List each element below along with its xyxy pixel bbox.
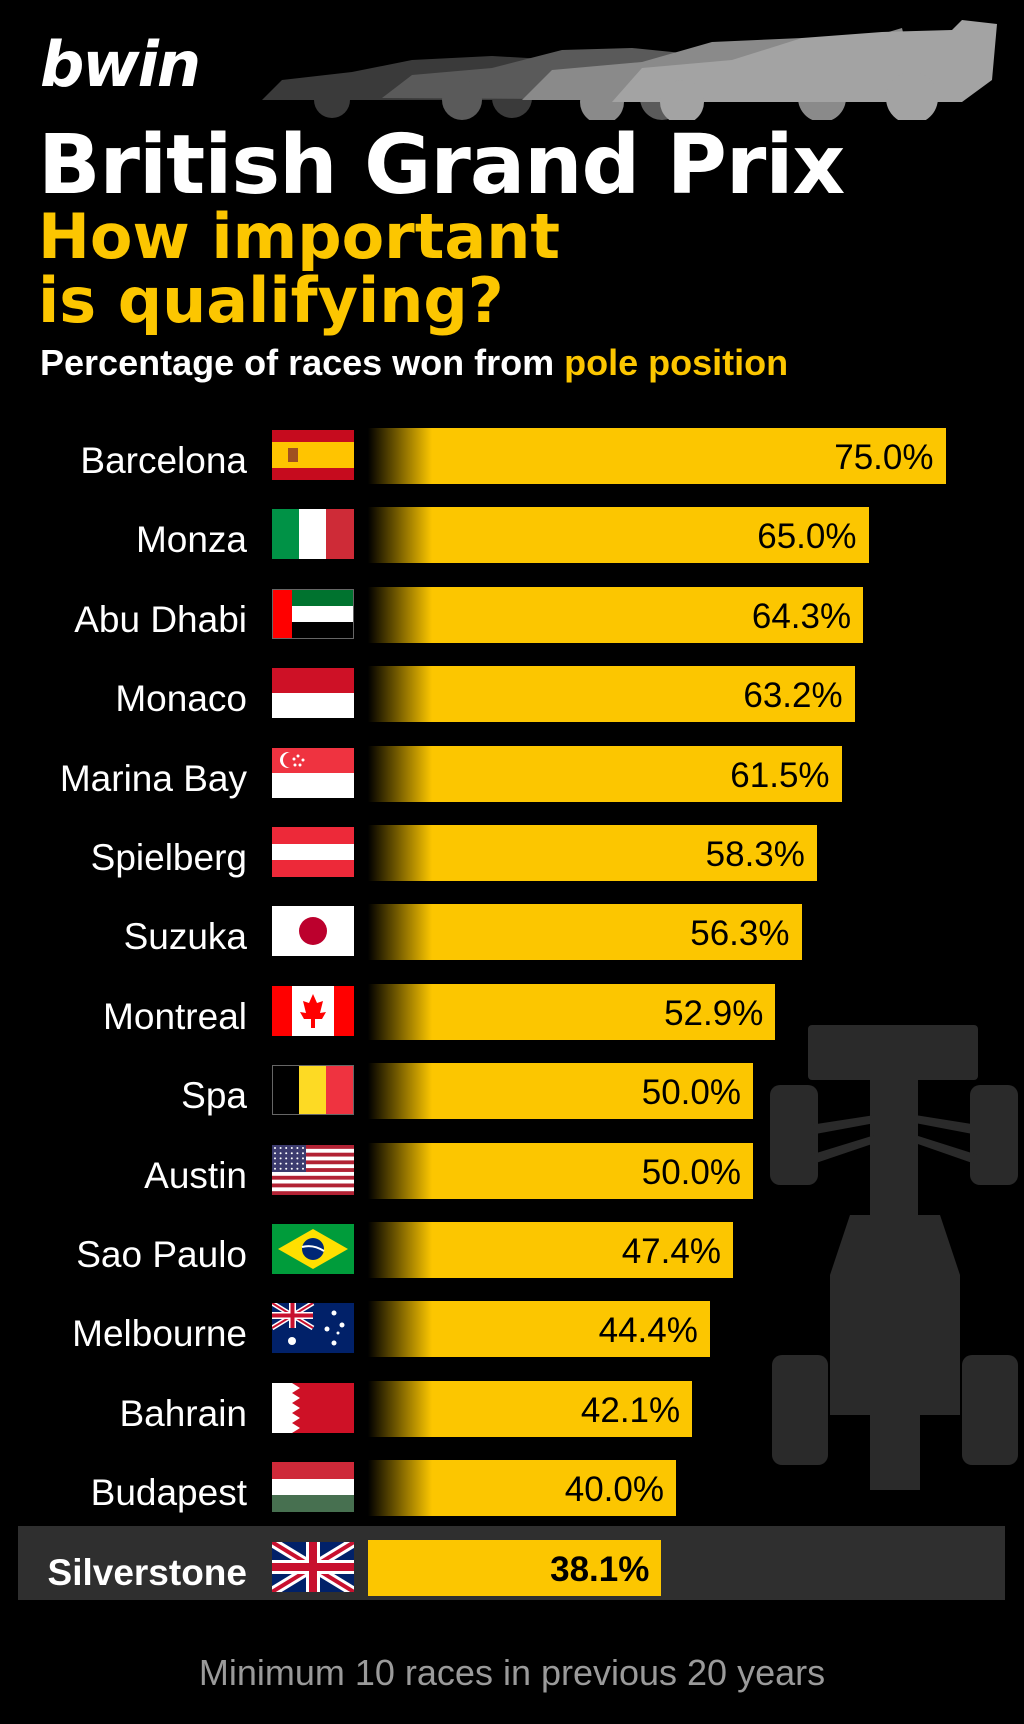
category-label: Bahrain [119, 1392, 247, 1434]
race-car-topdown-silhouette-icon [770, 1025, 1018, 1490]
bar-value-label: 65.0% [757, 517, 857, 557]
uk-flag-icon [272, 1541, 354, 1592]
monaco-flag-icon [272, 668, 354, 719]
bar: 58.3% [368, 825, 817, 881]
bar: 50.0% [368, 1142, 753, 1199]
austria-flag-icon [272, 827, 354, 877]
category-label: Abu Dhabi [74, 598, 247, 640]
category-label: Barcelona [80, 440, 247, 481]
bar-value-label: 75.0% [834, 438, 934, 477]
bar-value-label: 50.0% [641, 1152, 741, 1192]
bar: 38.1% [368, 1539, 662, 1596]
bar-row: Spa 50.0% [0, 1055, 1024, 1135]
bar-row: Bahrain 42.1% [0, 1373, 1024, 1453]
bar-value-label: 64.3% [751, 596, 852, 636]
bar-value-label: 42.1% [580, 1390, 681, 1430]
category-label: Silverstone [47, 1551, 247, 1593]
pole-position-bar-chart: Barcelona 75.0% Monza 65.0% Abu Dhabi 64.3% Mo… [0, 420, 1024, 1600]
bar: 64.3% [368, 586, 864, 643]
bar: 61.5% [368, 745, 842, 802]
bar-row: Montreal 52.9% [0, 976, 1024, 1056]
belgium-flag-icon [272, 1065, 354, 1116]
category-label: Montreal [103, 995, 247, 1037]
category-label: Melbourne [72, 1313, 247, 1355]
bar: 63.2% [368, 666, 855, 723]
bar-value-label: 47.4% [621, 1232, 721, 1271]
bar-value-label: 56.3% [690, 914, 790, 954]
category-label: Sao Paulo [76, 1234, 247, 1275]
bwin-logo: bwin [40, 28, 201, 101]
bar-row: Monza 65.0% [0, 499, 1024, 579]
caption-prefix: Percentage of races won from [40, 342, 565, 383]
footnote: Minimum 10 races in previous 20 years [198, 1652, 826, 1693]
canada-flag-icon [272, 985, 354, 1036]
bar-row: Marina Bay 61.5% [0, 738, 1024, 818]
bar-row: Spielberg 58.3% [0, 817, 1024, 897]
category-label: Monaco [115, 678, 247, 720]
bar-row: Suzuka 56.3% [0, 896, 1024, 976]
bar-row: Melbourne 44.4% [0, 1293, 1024, 1373]
italy-flag-icon [272, 509, 354, 560]
brazil-flag-icon [272, 1224, 354, 1274]
bar-value-label: 44.4% [598, 1311, 698, 1351]
caption-highlight: pole position [564, 342, 789, 383]
bar-value-label: 63.2% [743, 676, 843, 716]
japan-flag-icon [272, 906, 354, 957]
category-label: Suzuka [123, 916, 247, 958]
category-label: Marina Bay [59, 757, 247, 799]
usa-flag-icon [272, 1144, 354, 1195]
bar: 52.9% [368, 983, 776, 1040]
bar-row: Austin 50.0% [0, 1135, 1024, 1215]
bar: 56.3% [368, 904, 802, 961]
bar-row: Barcelona 75.0% [0, 420, 1024, 500]
bahrain-flag-icon [272, 1382, 354, 1433]
bar-row: Sao Paulo 47.4% [0, 1214, 1024, 1294]
bar: 75.0% [368, 428, 946, 484]
bar: 65.0% [368, 507, 869, 564]
bar-row: Budapest 40.0% [0, 1452, 1024, 1532]
bar: 44.4% [368, 1301, 710, 1358]
bar-value-label: 61.5% [730, 755, 830, 795]
page-title: British Grand Prix [38, 118, 845, 213]
hungary-flag-icon [272, 1462, 354, 1513]
chart-caption: Percentage of races won from pole positi… [40, 342, 788, 384]
bar-value-label: 52.9% [664, 993, 764, 1033]
category-label: Austin [144, 1154, 247, 1196]
bar-value-label: 40.0% [564, 1470, 664, 1510]
category-label: Spa [181, 1075, 247, 1117]
bar-value-label: 38.1% [550, 1549, 650, 1589]
page-subtitle: How important is qualifying? [38, 205, 560, 333]
bar: 47.4% [368, 1222, 733, 1278]
subtitle-line-2: is qualifying? [38, 264, 504, 337]
bar: 42.1% [368, 1380, 693, 1437]
bar: 40.0% [368, 1460, 676, 1517]
singapore-flag-icon [272, 747, 354, 798]
bar-value-label: 50.0% [641, 1073, 741, 1113]
uae-flag-icon [272, 588, 354, 639]
bar-row: Monaco 63.2% [0, 658, 1024, 738]
bar-row: Silverstone 38.1% [0, 1532, 1024, 1612]
spain-flag-icon [272, 430, 354, 480]
category-label: Spielberg [90, 837, 247, 878]
bar: 50.0% [368, 1063, 753, 1120]
race-cars-silhouette-icon [262, 20, 997, 120]
bar-row: Abu Dhabi 64.3% [0, 579, 1024, 659]
subtitle-line-1: How important [38, 200, 561, 273]
category-label: Monza [135, 519, 247, 561]
bar-value-label: 58.3% [705, 835, 805, 874]
category-label: Budapest [90, 1472, 247, 1514]
australia-flag-icon [272, 1303, 354, 1354]
